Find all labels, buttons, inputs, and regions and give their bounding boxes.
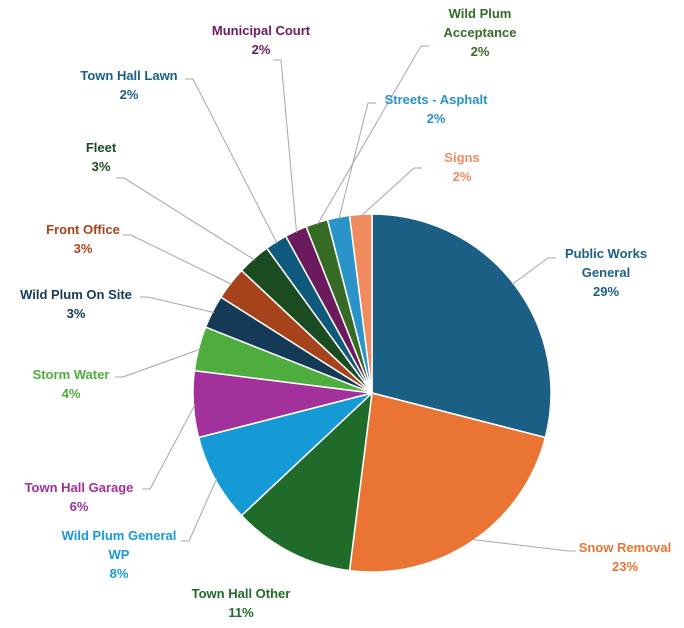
data-label-name: Town Hall Garage [25,480,134,495]
data-label-2: Snow Removal 23% [579,540,671,574]
data-label-percent: 4% [62,386,81,401]
data-label-3: Town Hall Other 11% [192,586,291,620]
pie-slice-14 [348,213,373,394]
data-label-4: Wild Plum General WP 8% [62,528,177,581]
data-label-percent: 29% [593,284,619,299]
pie-slice-3 [240,391,374,572]
data-label-name: Storm Water [33,367,110,382]
leader-line-14 [360,167,422,217]
data-label-name: Municipal Court [212,23,311,38]
data-label-percent: 6% [70,499,89,514]
data-label-name: Front Office [46,222,120,237]
data-label-8: Front Office 3% [46,222,120,256]
data-label-percent: 2% [427,111,446,126]
leader-line-11 [273,59,298,233]
data-label-percent: 8% [110,566,129,581]
data-label-name: Wild Plum [449,6,512,21]
data-labels: Public Works General 29% Snow Removal 23% Tow… [20,6,671,620]
data-label-percent: 2% [471,44,490,59]
data-label-9: Fleet 3% [86,140,117,174]
data-label-name: Town Hall Other [192,586,291,601]
leader-line-6 [115,348,201,378]
leader-line-13 [338,102,376,220]
leader-line-8 [123,234,233,285]
leader-line-10 [185,78,278,244]
data-label-percent: 3% [92,159,111,174]
data-label-12: Wild Plum Acceptance 2% [444,6,517,59]
data-label-6: Storm Water 4% [33,367,110,401]
leader-line-5 [142,403,196,490]
leader-line-2 [471,538,576,552]
data-label-percent: 2% [252,42,271,57]
data-label-name: Streets - Asphalt [385,92,488,107]
data-label-5: Town Hall Garage 6% [25,480,134,514]
data-label-name: General [582,265,630,280]
data-label-name: WP [109,547,130,562]
leader-line-1 [511,257,556,285]
data-label-11: Municipal Court 2% [212,23,311,57]
data-label-13: Streets - Asphalt 2% [385,92,488,126]
pie-slices [192,213,552,573]
data-label-name: Wild Plum On Site [20,287,132,302]
data-label-10: Town Hall Lawn 2% [80,68,177,102]
data-label-percent: 3% [67,306,86,321]
leader-lines [115,45,576,552]
leader-line-12 [316,45,429,225]
data-label-14: Signs 2% [444,150,479,184]
leader-line-4 [181,478,218,542]
data-label-percent: 2% [120,87,139,102]
data-label-name: Signs [444,150,479,165]
data-label-percent: 2% [453,169,472,184]
data-label-name: Fleet [86,140,117,155]
leader-line-7 [140,296,215,314]
data-label-name: Public Works [565,246,647,261]
data-label-percent: 23% [612,559,638,574]
data-label-name: Town Hall Lawn [80,68,177,83]
leader-line-9 [116,177,256,261]
pie-slice-4 [197,392,373,517]
data-label-percent: 11% [228,605,254,620]
data-label-1: Public Works General 29% [565,246,647,299]
data-label-percent: 3% [74,241,93,256]
data-label-name: Snow Removal [579,540,671,555]
pie-slice-2 [348,392,547,573]
data-label-7: Wild Plum On Site 3% [20,287,132,321]
data-label-name: Acceptance [444,25,517,40]
data-label-name: Wild Plum General [62,528,177,543]
